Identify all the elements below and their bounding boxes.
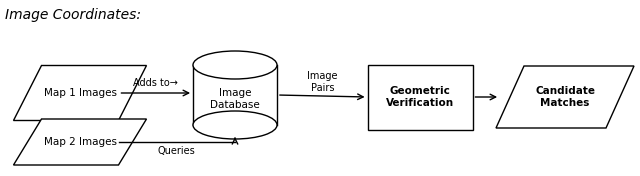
Text: Candidate
Matches: Candidate Matches [535,86,595,108]
Ellipse shape [193,51,277,79]
Text: Queries: Queries [158,146,196,156]
Text: Map 2 Images: Map 2 Images [44,137,116,147]
Text: Image
Database: Image Database [210,88,260,110]
Polygon shape [496,66,634,128]
Ellipse shape [193,111,277,139]
Text: Map 1 Images: Map 1 Images [44,88,116,98]
Text: Adds to→: Adds to→ [133,78,178,88]
Bar [367,64,472,130]
Text: Image
Pairs: Image Pairs [307,71,337,93]
Polygon shape [13,119,147,165]
Polygon shape [13,65,147,121]
Text: Geometric
Verification: Geometric Verification [386,86,454,108]
Text: Image Coordinates:: Image Coordinates: [5,8,141,22]
Bar [193,65,277,125]
